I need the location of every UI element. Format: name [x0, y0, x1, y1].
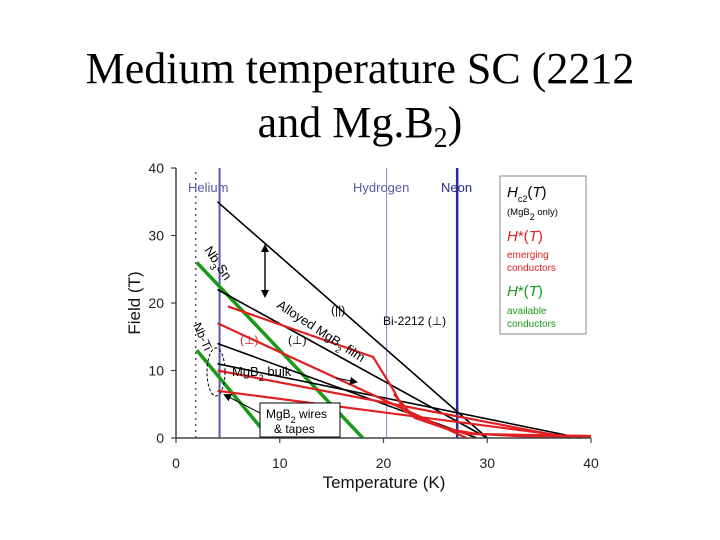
label-box-wires: [259, 402, 341, 438]
series-alloyed-mgb2-film: [227, 305, 592, 438]
title-line-2-text: and Mg.B: [257, 98, 434, 147]
series-series: [216, 201, 488, 439]
label-helium: Helium: [188, 180, 228, 195]
title-subscript: 2: [433, 122, 448, 154]
label-mgb2-wires: MgB2 wires: [266, 407, 327, 425]
legend-emerging-label: H*(T): [507, 228, 543, 245]
title-line-1: Medium temperature SC (2212: [85, 44, 635, 93]
legend-available-note-1: available: [507, 306, 547, 317]
x-tick-label: 10: [272, 455, 288, 471]
label-bi2212: Bi-2212 (⊥): [383, 314, 446, 328]
y-axis-title: Field (T): [125, 271, 144, 334]
series-nb-ti: [195, 349, 271, 440]
y-tick-label: 40: [148, 160, 164, 176]
legend-hc2-label: Hc2(T): [507, 184, 547, 204]
label-parallel: (||): [331, 303, 345, 317]
wires-ellipse: [206, 347, 226, 397]
legend-emerging-note-2: conductors: [507, 263, 556, 274]
series-bi-2212-curve: [393, 393, 592, 439]
label-neon: Neon: [441, 180, 472, 195]
slide-title: Medium temperature SC (2212 and Mg.B2): [0, 42, 720, 166]
label-tapes: & tapes: [274, 422, 315, 436]
wires-arrow: [223, 394, 261, 414]
y-tick-label: 0: [156, 430, 164, 446]
legend-box: [499, 175, 587, 335]
legend-emerging-note-1: emerging: [507, 250, 549, 261]
legend-available-label: H*(T): [507, 283, 543, 300]
y-tick-label: 20: [148, 295, 164, 311]
bulk-arrow: [335, 376, 358, 385]
x-tick-label: 20: [376, 455, 392, 471]
x-tick-label: 40: [583, 455, 599, 471]
label-mgb2-bulk: MgB2 bulk: [232, 364, 292, 383]
label-nb3sn: Nb3Sn: [198, 243, 235, 285]
legend-available-note-2: conductors: [507, 319, 556, 330]
legend-hc2-note: (MgB2 only): [507, 207, 558, 222]
title-line-2-end: ): [447, 98, 463, 147]
label-nbti: Nb-Ti: [190, 321, 215, 353]
series-mgb2-bulk: [217, 369, 571, 440]
title-line-2: and Mg.B2): [0, 96, 720, 166]
y-tick-label: 10: [148, 363, 164, 379]
label-perp: (⊥): [288, 333, 306, 347]
y-tick-label: 30: [148, 228, 164, 244]
label-perp-film: (⊥): [240, 333, 258, 347]
x-tick-label: 0: [172, 455, 180, 471]
x-axis-title: Temperature (K): [323, 473, 446, 492]
x-tick-label: 30: [479, 455, 495, 471]
series-mgb2-wires-tapes: [217, 389, 581, 440]
label-hydrogen: Hydrogen: [353, 180, 409, 195]
